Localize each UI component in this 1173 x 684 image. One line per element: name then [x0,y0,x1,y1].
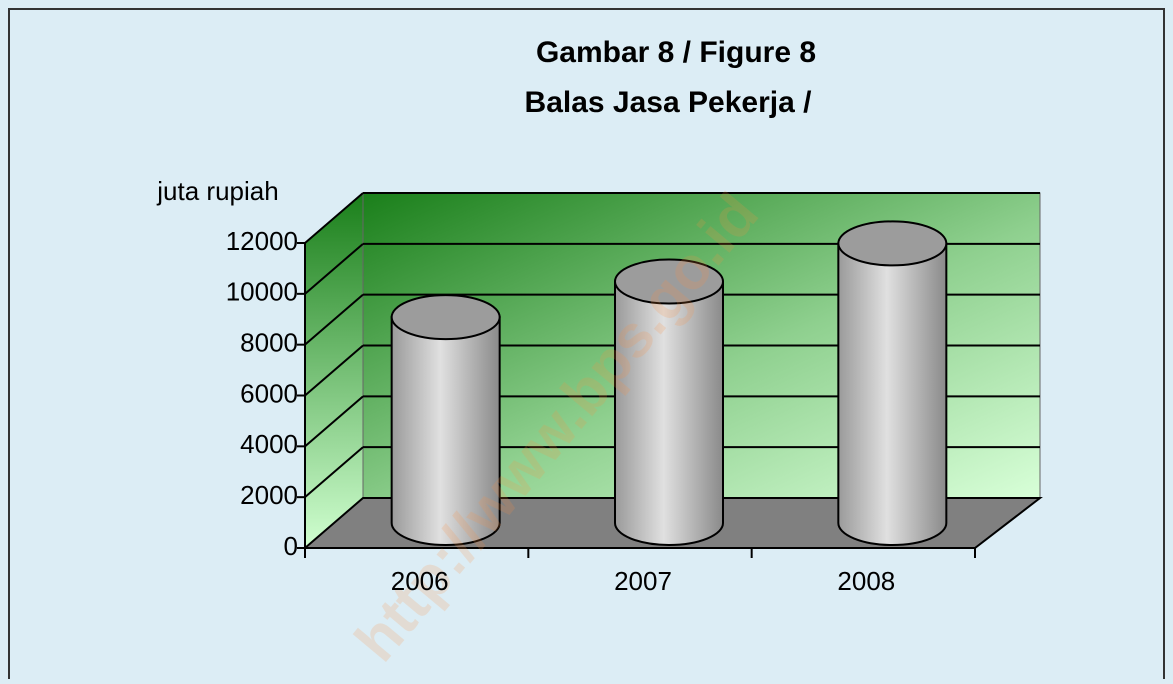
grid-line [304,344,364,397]
cylinder-body [837,242,948,546]
grid-line [304,192,364,244]
cylinder [614,258,724,546]
cylinder-body [390,316,501,546]
y-tick-label: 2000 [240,480,298,510]
y-tick-label: 8000 [240,328,298,358]
x-tick-label: 2008 [837,566,895,596]
y-tick-label: 4000 [240,429,298,459]
cylinder-top [837,220,948,267]
y-tick-label: 10000 [226,277,298,307]
cylinder-body [614,280,724,546]
x-tick-label: 2007 [614,566,672,596]
cylinder [390,294,501,546]
grid-line [304,446,364,498]
cylinder [837,220,948,546]
grid-line [304,243,364,295]
y-tick-label: 12000 [226,226,298,256]
chart-title: Gambar 8 / Figure 8 [536,36,816,69]
cylinder-top [390,294,501,341]
y-tick-label: 6000 [240,378,298,408]
x-tick-label: 2006 [391,566,449,596]
y-axis-label: juta rupiah [156,176,278,206]
grid-line [304,395,364,448]
chart-subtitle: Balas Jasa Pekerja / [525,86,813,119]
grid-line [304,293,364,346]
y-tick-label: 0 [284,531,298,561]
cylinder-top [614,258,724,305]
